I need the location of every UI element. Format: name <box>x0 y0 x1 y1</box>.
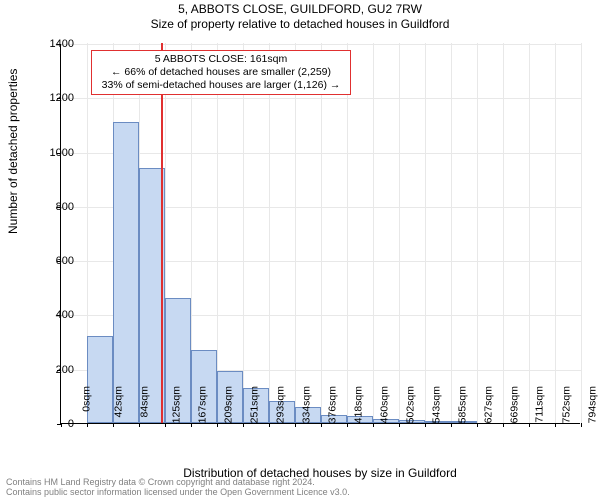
annotation-line-1: 5 ABBOTS CLOSE: 161sqm <box>96 53 346 66</box>
x-tick-label: 42sqm <box>113 386 125 418</box>
y-tick-label: 1000 <box>34 147 74 159</box>
x-tick-mark <box>477 423 478 427</box>
y-tick-label: 0 <box>34 418 74 430</box>
x-tick-mark <box>529 423 530 427</box>
y-tick-label: 400 <box>34 309 74 321</box>
histogram-bar <box>113 122 139 423</box>
grid-line-v <box>529 43 530 423</box>
grid-line-v <box>555 43 556 423</box>
x-tick-mark <box>165 423 166 427</box>
footer-attribution: Contains HM Land Registry data © Crown c… <box>6 478 350 498</box>
y-tick-label: 1200 <box>34 92 74 104</box>
x-tick-label: 0sqm <box>81 386 93 412</box>
property-marker-line <box>161 43 163 423</box>
x-tick-mark <box>581 423 582 427</box>
x-tick-mark <box>347 423 348 427</box>
grid-line-v <box>243 43 244 423</box>
x-tick-mark <box>373 423 374 427</box>
x-tick-mark <box>555 423 556 427</box>
annotation-line-2: ← 66% of detached houses are smaller (2,… <box>96 66 346 79</box>
chart-title-block: 5, ABBOTS CLOSE, GUILDFORD, GU2 7RW Size… <box>0 0 600 31</box>
grid-line-v <box>321 43 322 423</box>
x-tick-label: 543sqm <box>430 386 442 423</box>
x-tick-label: 585sqm <box>456 386 468 423</box>
y-tick-label: 600 <box>34 255 74 267</box>
grid-line-v <box>373 43 374 423</box>
x-tick-label: 251sqm <box>248 386 260 423</box>
y-tick-label: 800 <box>34 201 74 213</box>
grid-line-v <box>399 43 400 423</box>
x-tick-mark <box>113 423 114 427</box>
x-tick-label: 502sqm <box>404 386 416 423</box>
y-tick-label: 1400 <box>34 38 74 50</box>
x-tick-label: 627sqm <box>482 386 494 423</box>
grid-line-v <box>295 43 296 423</box>
x-tick-label: 669sqm <box>508 386 520 423</box>
chart-area: 5 ABBOTS CLOSE: 161sqm ← 66% of detached… <box>60 44 580 424</box>
grid-line-v <box>581 43 582 423</box>
x-tick-label: 794sqm <box>586 386 598 423</box>
x-tick-mark <box>295 423 296 427</box>
x-tick-mark <box>191 423 192 427</box>
annotation-line-3: 33% of semi-detached houses are larger (… <box>96 79 346 92</box>
grid-line-v <box>217 43 218 423</box>
x-tick-mark <box>139 423 140 427</box>
grid-line-v <box>425 43 426 423</box>
x-tick-mark <box>269 423 270 427</box>
title-line-2: Size of property relative to detached ho… <box>0 17 600 31</box>
x-tick-label: 293sqm <box>274 386 286 423</box>
x-tick-label: 752sqm <box>560 386 572 423</box>
x-tick-mark <box>503 423 504 427</box>
grid-line-v <box>477 43 478 423</box>
annotation-box: 5 ABBOTS CLOSE: 161sqm ← 66% of detached… <box>91 50 351 95</box>
y-tick-label: 200 <box>34 364 74 376</box>
x-tick-label: 334sqm <box>300 386 312 423</box>
x-tick-mark <box>243 423 244 427</box>
x-tick-mark <box>217 423 218 427</box>
grid-line-v <box>347 43 348 423</box>
x-tick-mark <box>87 423 88 427</box>
x-tick-label: 376sqm <box>326 386 338 423</box>
x-tick-mark <box>399 423 400 427</box>
x-tick-label: 209sqm <box>222 386 234 423</box>
footer-line-2: Contains public sector information licen… <box>6 488 350 498</box>
x-tick-mark <box>321 423 322 427</box>
plot-region: 5 ABBOTS CLOSE: 161sqm ← 66% of detached… <box>60 44 580 424</box>
x-tick-label: 460sqm <box>378 386 390 423</box>
x-tick-label: 125sqm <box>170 386 182 423</box>
x-tick-label: 418sqm <box>352 386 364 423</box>
x-tick-mark <box>451 423 452 427</box>
y-axis-label: Number of detached properties <box>6 69 20 234</box>
x-tick-mark <box>425 423 426 427</box>
title-line-1: 5, ABBOTS CLOSE, GUILDFORD, GU2 7RW <box>0 2 600 16</box>
x-tick-label: 711sqm <box>534 386 546 423</box>
grid-line-v <box>451 43 452 423</box>
x-tick-label: 84sqm <box>139 386 151 418</box>
grid-line-v <box>269 43 270 423</box>
grid-line-v <box>503 43 504 423</box>
x-tick-label: 167sqm <box>196 386 208 423</box>
